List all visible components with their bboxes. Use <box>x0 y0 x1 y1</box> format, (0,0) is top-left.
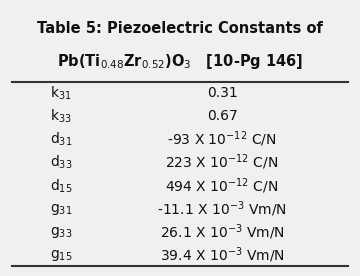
Text: -93 X 10$^{-12}$ C/N: -93 X 10$^{-12}$ C/N <box>167 129 277 149</box>
Text: 0.67: 0.67 <box>207 109 237 123</box>
Text: 39.4 X 10$^{-3}$ Vm/N: 39.4 X 10$^{-3}$ Vm/N <box>159 246 284 265</box>
Text: 26.1 X 10$^{-3}$ Vm/N: 26.1 X 10$^{-3}$ Vm/N <box>159 222 284 242</box>
Text: g$_{31}$: g$_{31}$ <box>50 201 73 217</box>
Text: Pb(Ti$_{0.48}$Zr$_{0.52}$)O$_3$   [10-Pg 146]: Pb(Ti$_{0.48}$Zr$_{0.52}$)O$_3$ [10-Pg 1… <box>57 52 303 71</box>
Text: k$_{33}$: k$_{33}$ <box>50 107 72 125</box>
Text: -11.1 X 10$^{-3}$ Vm/N: -11.1 X 10$^{-3}$ Vm/N <box>157 199 287 219</box>
Text: g$_{15}$: g$_{15}$ <box>50 248 73 263</box>
Text: 0.31: 0.31 <box>207 86 237 100</box>
Text: Table 5: Piezoelectric Constants of: Table 5: Piezoelectric Constants of <box>37 21 323 36</box>
Text: 223 X 10$^{-12}$ C/N: 223 X 10$^{-12}$ C/N <box>165 153 279 172</box>
Text: g$_{33}$: g$_{33}$ <box>50 225 73 240</box>
Text: k$_{31}$: k$_{31}$ <box>50 84 72 102</box>
Text: 494 X 10$^{-12}$ C/N: 494 X 10$^{-12}$ C/N <box>165 176 279 196</box>
Text: d$_{15}$: d$_{15}$ <box>50 177 73 195</box>
Text: d$_{31}$: d$_{31}$ <box>50 131 73 148</box>
Text: d$_{33}$: d$_{33}$ <box>50 154 73 171</box>
